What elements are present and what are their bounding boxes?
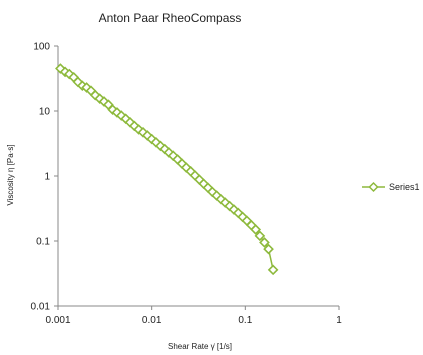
y-tick-label: 1 [44, 172, 50, 183]
legend-series1-marker [368, 181, 379, 193]
y-tick-label: 0.01 [31, 302, 51, 313]
data-point [115, 110, 127, 121]
chart-title: Anton Paar RheoCompass [99, 11, 242, 25]
data-point [98, 96, 110, 107]
legend: Series1 [362, 181, 420, 193]
data-point [133, 124, 144, 135]
legend-series1-label: Series1 [389, 182, 420, 192]
y-tick-label: 0.1 [36, 237, 50, 248]
y-tick-label: 100 [33, 42, 50, 53]
data-point [263, 243, 274, 255]
data-point [111, 107, 123, 118]
x-tick-label: 0.01 [142, 315, 162, 326]
series-line [59, 67, 274, 271]
x-axis-label: Shear Rate γ̇ [1/s] [168, 342, 232, 351]
data-point [63, 68, 75, 80]
y-axis-label: Viscosity η [Pa·s] [6, 144, 15, 205]
x-tick-label: 1 [336, 315, 342, 326]
data-point [267, 264, 279, 276]
data-point [137, 126, 149, 138]
x-tick-label: 0.1 [238, 315, 252, 326]
plot-area [55, 63, 279, 276]
data-point [250, 224, 262, 235]
data-point [107, 104, 118, 115]
data-point [254, 230, 266, 242]
x-tick-label: 0.001 [45, 315, 70, 326]
data-point [259, 237, 270, 248]
axes: 0.001 0.01 0.1 1 100 10 1 0.1 0.01 [31, 42, 343, 327]
y-tick-label: 10 [39, 107, 51, 118]
